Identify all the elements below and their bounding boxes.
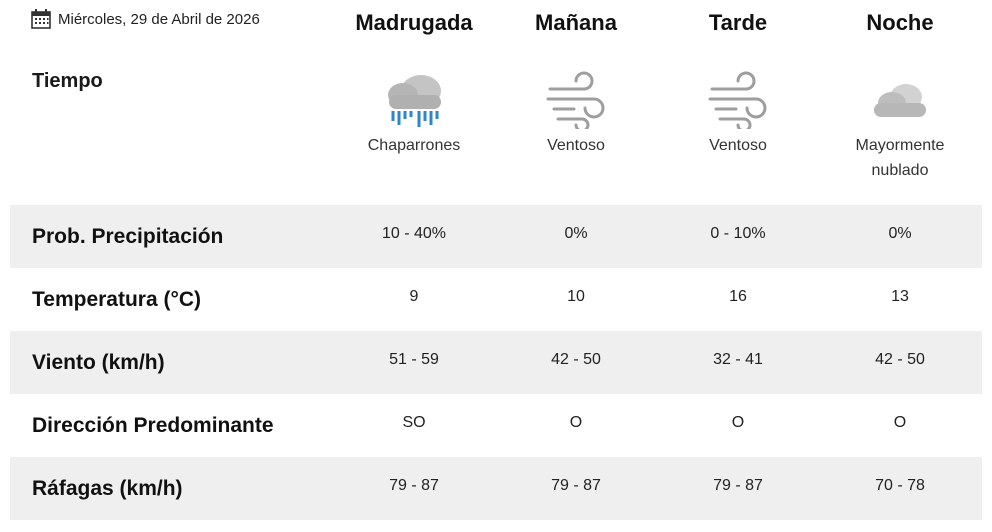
- cell-value: 16: [729, 288, 747, 305]
- row-label: Ráfagas (km/h): [32, 477, 183, 500]
- cell-value: 10: [567, 288, 585, 305]
- cell-value: 79 - 87: [713, 477, 763, 494]
- condition-manana: Ventoso: [547, 137, 605, 154]
- cell-value: 79 - 87: [551, 477, 601, 494]
- row-gusts: Ráfagas (km/h) 79 - 87 79 - 87 79 - 87 7…: [10, 457, 982, 520]
- period-madrugada: Madrugada: [355, 10, 473, 35]
- condition-madrugada: Chaparrones: [367, 137, 461, 154]
- cell-value: 79 - 87: [389, 477, 439, 494]
- cell-value: SO: [402, 414, 426, 431]
- cell-value: O: [569, 414, 583, 431]
- cell-value: 0 - 10%: [710, 225, 766, 242]
- rain-showers-icon: [333, 68, 495, 132]
- calendar-icon: [30, 8, 52, 30]
- period-tarde: Tarde: [708, 10, 768, 35]
- cell-value: 0%: [564, 225, 588, 242]
- tiempo-label: Tiempo: [32, 70, 103, 92]
- cloudy-icon: [819, 68, 981, 132]
- date-text: Miércoles, 29 de Abril de 2026: [58, 10, 260, 28]
- cell-value: 42 - 50: [551, 351, 601, 368]
- row-direction: Dirección Predominante SO O O O: [10, 394, 982, 457]
- wind-icon: [657, 68, 819, 132]
- row-temperature: Temperatura (°C) 9 10 16 13: [10, 268, 982, 331]
- period-noche: Noche: [866, 10, 934, 35]
- cell-value: 0%: [888, 225, 912, 242]
- cell-value: 70 - 78: [875, 477, 925, 494]
- cell-value: 10 - 40%: [381, 225, 447, 242]
- cell-value: 42 - 50: [875, 351, 925, 368]
- row-precipitation: Prob. Precipitación 10 - 40% 0% 0 - 10% …: [10, 205, 982, 268]
- cell-value: O: [893, 414, 907, 431]
- row-label: Viento (km/h): [32, 351, 165, 374]
- period-manana: Mañana: [535, 10, 617, 35]
- condition-noche: Mayormente nublado: [855, 137, 945, 179]
- row-label: Prob. Precipitación: [32, 225, 224, 248]
- wind-icon: [495, 68, 657, 132]
- condition-tarde: Ventoso: [709, 137, 767, 154]
- cell-value: 9: [409, 288, 419, 305]
- row-label: Temperatura (°C): [32, 288, 202, 311]
- cell-value: 32 - 41: [713, 351, 763, 368]
- cell-value: 51 - 59: [389, 351, 439, 368]
- row-label: Dirección Predominante: [32, 414, 274, 437]
- cell-value: O: [731, 414, 745, 431]
- date-header: Miércoles, 29 de Abril de 2026: [30, 8, 260, 30]
- cell-value: 13: [891, 288, 909, 305]
- row-wind: Viento (km/h) 51 - 59 42 - 50 32 - 41 42…: [10, 331, 982, 394]
